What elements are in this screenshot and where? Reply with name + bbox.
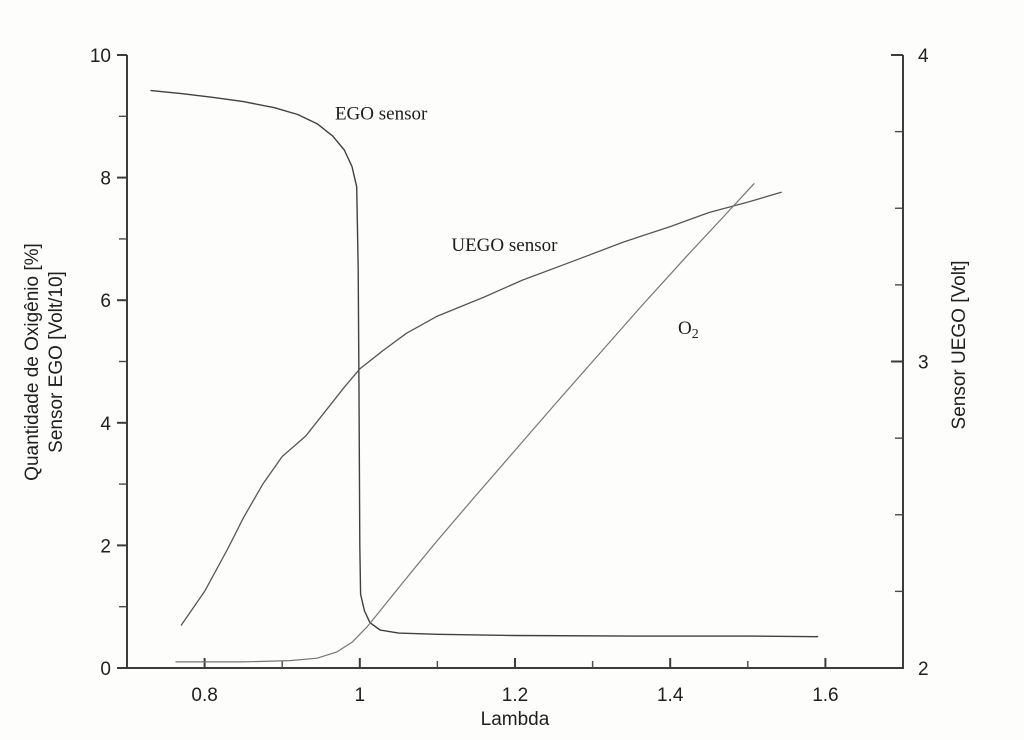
series-line-uego-sensor (180, 191, 782, 626)
x-axis-tick-label: 1.2 (502, 685, 528, 706)
y-right-tick-label: 3 (918, 353, 929, 374)
y-right-tick-label: 4 (918, 46, 929, 67)
y-left-tick-label: 8 (100, 169, 111, 190)
y-right-axis-title: Sensor UEGO [Volt] (949, 261, 970, 430)
y-left-tick-label: 10 (90, 46, 111, 67)
y-left-axis-title-line1: Quantidade de Oxigênio [%] (22, 243, 43, 481)
y-left-tick-label: 6 (100, 291, 111, 312)
y-left-tick-label: 2 (100, 536, 111, 557)
y-left-axis-title-line2: Sensor EGO [Volt/10] (46, 271, 67, 453)
x-axis-title: Lambda (481, 709, 550, 730)
x-axis-tick-label: 0.8 (191, 685, 217, 706)
x-axis-tick-label: 1.6 (812, 685, 838, 706)
y-left-tick-label: 4 (100, 414, 111, 435)
annotation-ego-sensor: EGO sensor (335, 103, 428, 124)
annotation-uego-sensor: UEGO sensor (451, 235, 558, 256)
x-axis-tick-label: 1 (355, 685, 366, 706)
y-left-tick-label: 0 (100, 659, 111, 680)
series-line-o2 (175, 183, 755, 663)
series-line-ego-sensor (150, 89, 819, 638)
y-right-tick-label: 2 (918, 659, 929, 680)
x-axis-tick-label: 1.4 (657, 685, 684, 706)
